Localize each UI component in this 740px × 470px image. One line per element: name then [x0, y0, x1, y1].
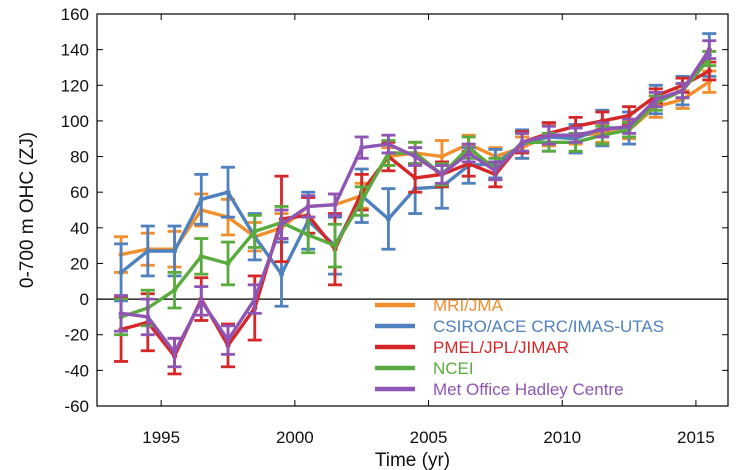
data-point — [359, 198, 365, 204]
data-point — [679, 88, 686, 94]
data-point — [225, 260, 231, 267]
x-tick-label: 2000 — [276, 428, 314, 447]
y-axis-title: 0-700 m OHC (ZJ) — [17, 132, 38, 288]
data-point — [171, 287, 178, 293]
data-point — [385, 141, 392, 147]
data-point — [385, 216, 392, 222]
data-point — [118, 310, 124, 316]
y-tick-label: 20 — [70, 254, 89, 273]
y-tick-label: -60 — [64, 397, 89, 416]
legend-label: NCEI — [433, 359, 474, 378]
y-tick-label: 80 — [70, 148, 89, 167]
data-point — [198, 298, 204, 304]
y-tick-label: 100 — [61, 112, 89, 131]
y-tick-label: -40 — [64, 361, 89, 380]
plot-frame — [96, 13, 729, 407]
y-tick-label: -20 — [64, 326, 89, 345]
data-point — [439, 153, 445, 160]
x-tick-label: 2010 — [543, 428, 581, 447]
legend-label: CSIRO/ACE CRC/IMAS-UTAS — [433, 317, 664, 336]
data-point — [252, 228, 258, 234]
data-point — [198, 253, 204, 259]
data-point — [171, 349, 178, 356]
data-point — [171, 248, 178, 254]
x-tick-label: 2005 — [410, 428, 448, 447]
data-point — [653, 96, 659, 103]
legend: MRI/JMA CSIRO/ACE CRC/IMAS-UTAS PMEL/JPL/J… — [375, 296, 664, 399]
data-point — [519, 139, 525, 145]
y-tick-label: 40 — [70, 219, 89, 238]
data-point — [359, 145, 365, 151]
data-point — [599, 127, 605, 133]
y-tick-label: 0 — [80, 290, 89, 309]
y-tick-label: 60 — [70, 183, 89, 202]
data-point — [572, 132, 579, 138]
data-point — [278, 221, 285, 227]
data-point — [332, 243, 338, 249]
data-point — [305, 232, 311, 238]
data-point — [278, 271, 285, 277]
data-point — [305, 203, 311, 210]
data-point — [706, 47, 712, 53]
x-axis-title: Time (yr) — [375, 450, 450, 470]
data-point — [225, 337, 231, 343]
data-point — [145, 248, 151, 254]
data-point — [412, 175, 418, 181]
data-point — [332, 202, 338, 208]
y-tick-label: 140 — [61, 41, 89, 60]
x-tick-label: 2015 — [677, 428, 715, 447]
data-point — [225, 189, 231, 195]
x-tick-label: 1995 — [142, 428, 180, 447]
data-point — [466, 150, 472, 156]
data-point — [198, 196, 204, 202]
data-point — [492, 168, 498, 174]
data-point — [706, 68, 712, 74]
data-point — [118, 269, 124, 275]
data-point — [145, 314, 151, 320]
y-tick-label: 120 — [61, 76, 89, 95]
y-tick-label: 160 — [61, 5, 89, 24]
data-point — [626, 123, 632, 129]
data-point — [412, 153, 418, 160]
legend-label: Met Office Hadley Centre — [433, 380, 624, 399]
data-point — [439, 171, 445, 177]
data-point — [626, 112, 632, 119]
series-4 — [114, 39, 717, 369]
legend-label: PMEL/JPL/JIMAR — [433, 338, 569, 357]
data-point — [546, 132, 552, 138]
data-point — [252, 296, 258, 302]
legend-label: MRI/JMA — [433, 296, 504, 315]
